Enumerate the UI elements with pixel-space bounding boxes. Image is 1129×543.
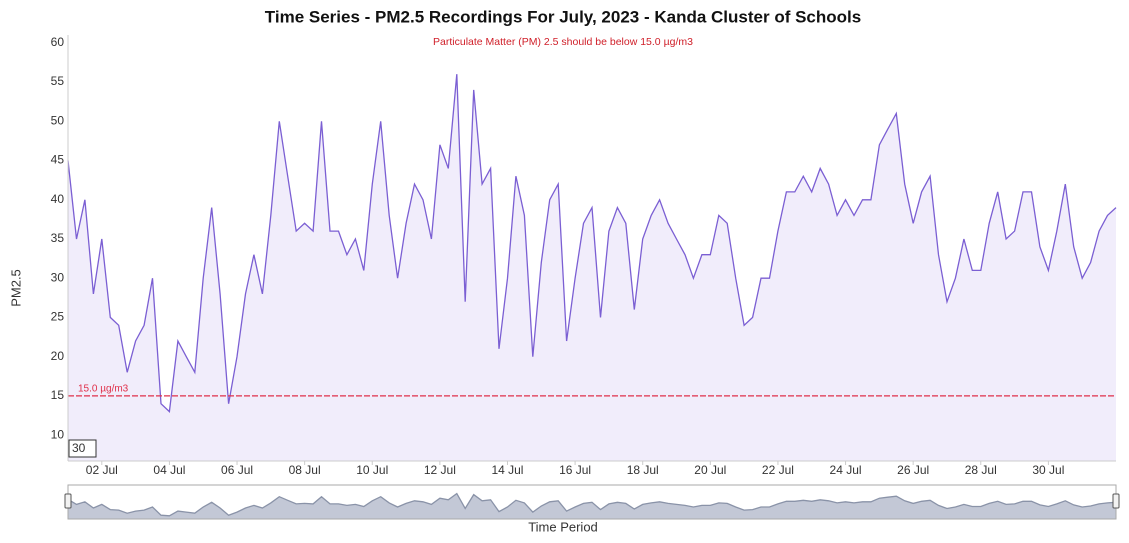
range-input-box — [68, 439, 97, 458]
y-tick-label: 25 — [51, 310, 65, 324]
x-tick-label: 16 Jul — [559, 463, 591, 477]
navigator-handle — [1112, 493, 1120, 509]
x-tick-label: 10 Jul — [356, 463, 388, 477]
x-tick-label: 14 Jul — [491, 463, 523, 477]
x-tick-label: 30 Jul — [1032, 463, 1064, 477]
y-tick-label: 55 — [51, 74, 65, 88]
y-tick-label: 60 — [51, 35, 65, 49]
y-tick-label: 50 — [51, 113, 65, 127]
y-tick-label: 35 — [51, 231, 65, 245]
navigator-handle — [64, 493, 72, 509]
y-axis-label: PM2.5 — [8, 269, 23, 307]
chart-title: Time Series - PM2.5 Recordings For July,… — [265, 7, 861, 26]
x-tick-label: 26 Jul — [897, 463, 929, 477]
x-axis-label: Time Period — [528, 519, 598, 534]
y-tick-label: 20 — [51, 349, 65, 363]
x-tick-label: 04 Jul — [153, 463, 185, 477]
x-tick-label: 24 Jul — [830, 463, 862, 477]
navigator-area — [68, 493, 1116, 519]
chart-subtitle: Particulate Matter (PM) 2.5 should be be… — [433, 36, 693, 48]
y-tick-label: 15 — [51, 388, 65, 402]
x-tick-label: 28 Jul — [965, 463, 997, 477]
x-tick-label: 06 Jul — [221, 463, 253, 477]
y-tick-label: 40 — [51, 192, 65, 206]
x-tick-label: 08 Jul — [289, 463, 321, 477]
x-tick-label: 22 Jul — [762, 463, 794, 477]
x-tick-label: 18 Jul — [627, 463, 659, 477]
x-tick-label: 02 Jul — [86, 463, 118, 477]
range-input: 30 — [72, 441, 86, 455]
x-tick-label: 12 Jul — [424, 463, 456, 477]
y-tick-label: 10 — [51, 427, 65, 441]
x-tick-label: 20 Jul — [694, 463, 726, 477]
y-tick-label: 30 — [51, 270, 65, 284]
series-line — [67, 74, 1117, 413]
navigator-line — [67, 492, 1117, 517]
y-tick-label: 45 — [51, 153, 65, 167]
area-fill — [68, 74, 1116, 461]
threshold-label: 15.0 µg/m3 — [78, 384, 129, 395]
